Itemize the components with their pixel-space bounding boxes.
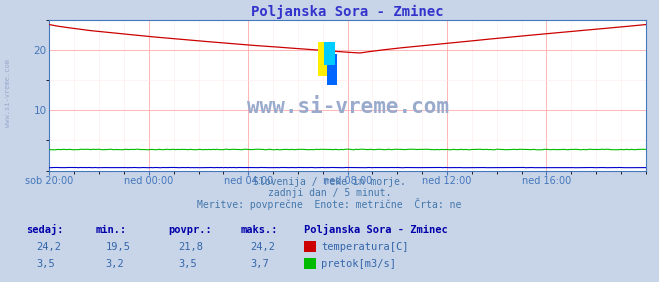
Text: 3,2: 3,2 <box>105 259 124 269</box>
Text: www.si-vreme.com: www.si-vreme.com <box>246 97 449 117</box>
FancyBboxPatch shape <box>318 42 331 76</box>
Text: 24,2: 24,2 <box>36 242 61 252</box>
FancyBboxPatch shape <box>327 54 337 85</box>
Text: zadnji dan / 5 minut.: zadnji dan / 5 minut. <box>268 188 391 198</box>
Text: 19,5: 19,5 <box>105 242 130 252</box>
Text: 21,8: 21,8 <box>178 242 203 252</box>
Text: 3,7: 3,7 <box>250 259 269 269</box>
Text: 3,5: 3,5 <box>36 259 55 269</box>
Text: 24,2: 24,2 <box>250 242 275 252</box>
Text: pretok[m3/s]: pretok[m3/s] <box>321 259 396 269</box>
Text: sedaj:: sedaj: <box>26 224 64 235</box>
Text: Slovenija / reke in morje.: Slovenija / reke in morje. <box>253 177 406 187</box>
Text: maks.:: maks.: <box>241 225 278 235</box>
Text: Meritve: povprečne  Enote: metrične  Črta: ne: Meritve: povprečne Enote: metrične Črta:… <box>197 199 462 210</box>
Text: Poljanska Sora - Zminec: Poljanska Sora - Zminec <box>304 224 448 235</box>
Title: Poljanska Sora - Zminec: Poljanska Sora - Zminec <box>251 5 444 19</box>
Text: 3,5: 3,5 <box>178 259 196 269</box>
Text: povpr.:: povpr.: <box>168 225 212 235</box>
FancyBboxPatch shape <box>324 42 335 65</box>
Text: temperatura[C]: temperatura[C] <box>321 242 409 252</box>
Text: www.si-vreme.com: www.si-vreme.com <box>5 59 11 127</box>
Text: min.:: min.: <box>96 225 127 235</box>
